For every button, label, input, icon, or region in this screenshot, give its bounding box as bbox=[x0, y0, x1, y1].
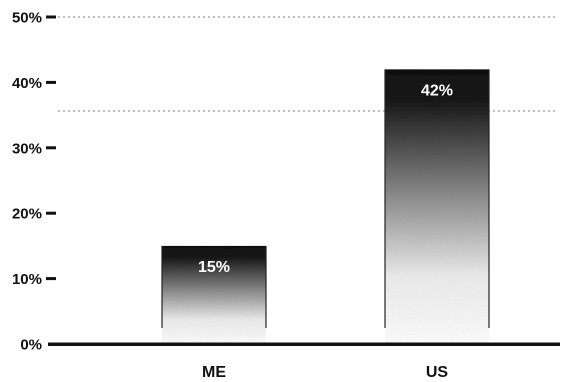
y-tick-mark-2 bbox=[46, 211, 56, 215]
data-label-me: 15% bbox=[198, 259, 230, 276]
label-layer: 15% ME 42% US bbox=[198, 82, 453, 381]
y-tick-mark-5 bbox=[46, 15, 56, 19]
x-axis bbox=[48, 342, 560, 346]
y-tick-label-3: 30% bbox=[12, 140, 42, 157]
y-tick-mark-3 bbox=[46, 146, 56, 150]
x-tick-label-me: ME bbox=[202, 364, 226, 381]
y-tick-label-4: 40% bbox=[12, 75, 42, 92]
bar-layer bbox=[161, 69, 490, 344]
y-tick-label-0: 0% bbox=[20, 337, 42, 354]
bar-me bbox=[162, 245, 266, 344]
bar-us bbox=[385, 69, 489, 344]
x-axis-line bbox=[48, 342, 560, 346]
y-tick-label-2: 20% bbox=[12, 206, 42, 223]
y-tick-mark-1 bbox=[46, 277, 56, 281]
data-label-us: 42% bbox=[421, 82, 453, 99]
x-tick-label-us: US bbox=[426, 364, 449, 381]
y-tick-label-5: 50% bbox=[12, 10, 42, 27]
y-tick-mark-4 bbox=[46, 80, 56, 84]
y-axis: 0% 10% 20% 30% 40% 50% bbox=[12, 10, 56, 354]
y-tick-label-1: 10% bbox=[12, 271, 42, 288]
